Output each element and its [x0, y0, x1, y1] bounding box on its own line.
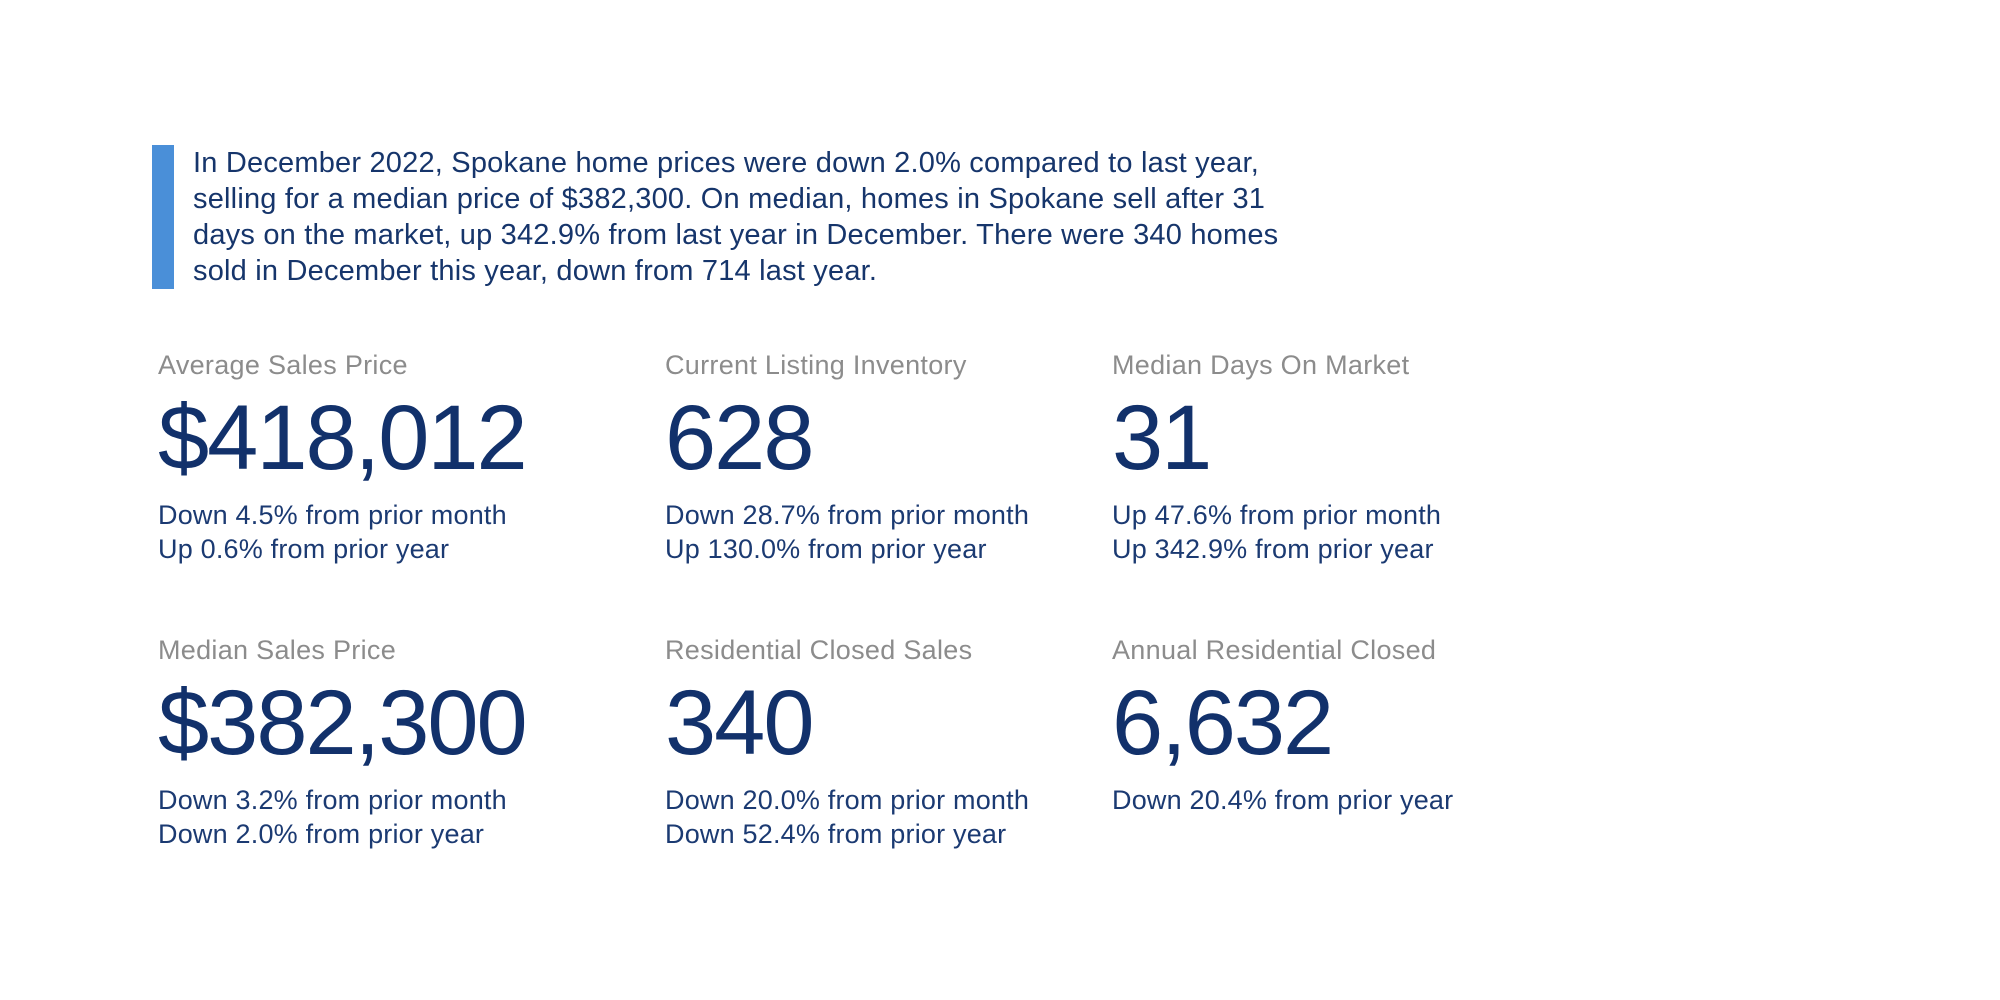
stat-deltas: Up 47.6% from prior month Up 342.9% from…: [1112, 498, 1462, 566]
stat-title: Median Days On Market: [1112, 350, 1410, 380]
stat-deltas: Down 20.0% from prior month Down 52.4% f…: [665, 783, 1185, 851]
stat-card-residential-closed-sales: Residential Closed Sales 340 Down 20.0% …: [665, 635, 1185, 851]
stat-delta-year: Down 20.4% from prior year: [1112, 785, 1454, 815]
stat-title: Median Sales Price: [158, 635, 397, 665]
stat-value: 31: [1112, 387, 1212, 489]
stat-delta-month: Down 4.5% from prior month: [158, 500, 507, 530]
stat-value: 340: [665, 672, 815, 774]
stat-delta-year: Down 2.0% from prior year: [158, 819, 485, 849]
stat-card-current-listing-inventory: Current Listing Inventory 628 Down 28.7%…: [665, 350, 1185, 566]
stat-delta-year: Up 0.6% from prior year: [158, 534, 450, 564]
stat-title: Average Sales Price: [158, 350, 408, 380]
stat-card-average-sales-price: Average Sales Price $418,012 Down 4.5% f…: [158, 350, 678, 566]
stat-delta-month: Down 3.2% from prior month: [158, 785, 507, 815]
stat-delta-month: Down 28.7% from prior month: [665, 500, 1030, 530]
summary-line: selling for a median price of $382,300. …: [193, 183, 1266, 215]
stat-value: $382,300: [158, 672, 528, 774]
stat-delta-year: Up 342.9% from prior year: [1112, 534, 1434, 564]
summary-line: In December 2022, Spokane home prices we…: [193, 147, 1260, 179]
summary-line: sold in December this year, down from 71…: [193, 255, 878, 287]
stat-card-annual-residential-closed: Annual Residential Closed 6,632 Down 20.…: [1112, 635, 1462, 817]
stat-deltas: Down 4.5% from prior month Up 0.6% from …: [158, 498, 678, 566]
stat-title: Current Listing Inventory: [665, 350, 967, 380]
stat-deltas: Down 20.4% from prior year: [1112, 783, 1462, 817]
stat-value: 628: [665, 387, 815, 489]
market-summary-quote: In December 2022, Spokane home prices we…: [152, 145, 1278, 289]
stat-delta-month: Down 20.0% from prior month: [665, 785, 1030, 815]
stat-value: $418,012: [158, 387, 528, 489]
stat-card-median-sales-price: Median Sales Price $382,300 Down 3.2% fr…: [158, 635, 678, 851]
stat-title: Residential Closed Sales: [665, 635, 973, 665]
stat-delta-month: Up 47.6% from prior month: [1112, 500, 1442, 530]
market-insights-panel: In December 2022, Spokane home prices we…: [152, 0, 1462, 1000]
stat-deltas: Down 28.7% from prior month Up 130.0% fr…: [665, 498, 1185, 566]
stat-delta-year: Down 52.4% from prior year: [665, 819, 1007, 849]
stat-title: Annual Residential Closed: [1112, 635, 1437, 665]
stat-value: 6,632: [1112, 672, 1334, 774]
stat-card-median-days-on-market: Median Days On Market 31 Up 47.6% from p…: [1112, 350, 1462, 566]
stat-deltas: Down 3.2% from prior month Down 2.0% fro…: [158, 783, 678, 851]
stat-delta-year: Up 130.0% from prior year: [665, 534, 987, 564]
summary-line: days on the market, up 342.9% from last …: [193, 219, 1279, 251]
